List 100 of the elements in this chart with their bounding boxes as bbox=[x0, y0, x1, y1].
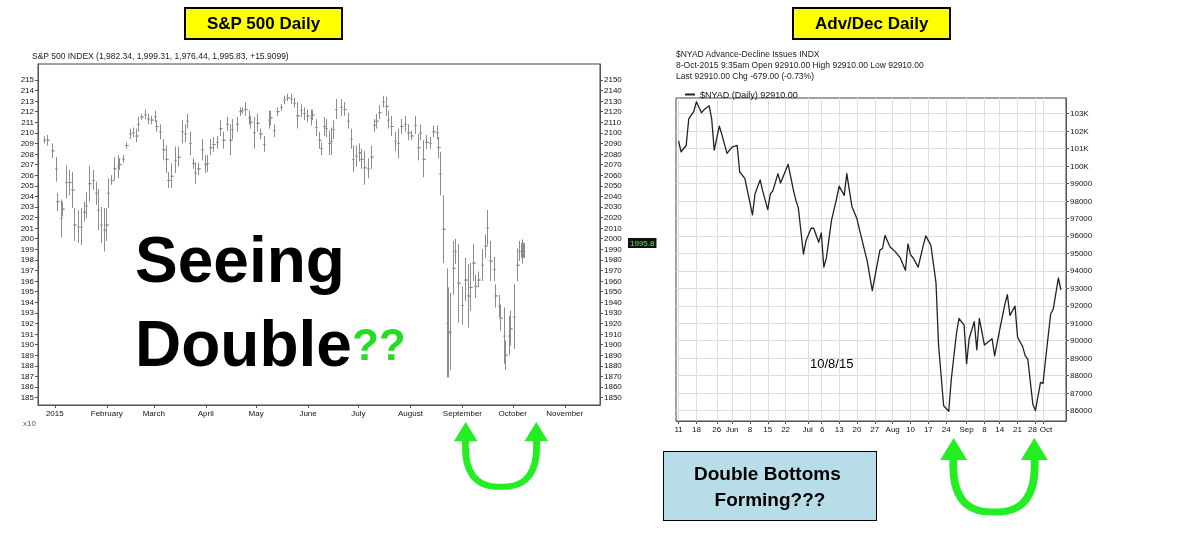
y-tick-label: 88000 bbox=[1070, 371, 1093, 381]
candlestick bbox=[113, 156, 117, 181]
y2-tick-label: 188 bbox=[20, 361, 35, 371]
x-tick-label: Jul bbox=[802, 424, 813, 434]
y2-tick-label: 206 bbox=[20, 170, 35, 180]
x-tick-label: 2015 bbox=[45, 408, 65, 418]
x-tick-label: August bbox=[397, 408, 424, 418]
candlestick bbox=[422, 139, 426, 178]
y2-tick-label: 189 bbox=[20, 350, 35, 360]
y-tick-label: 91000 bbox=[1070, 318, 1093, 328]
y-tick-label: 1940 bbox=[604, 297, 623, 307]
candlestick bbox=[212, 136, 216, 153]
y-tick-label: 100K bbox=[1070, 161, 1090, 171]
x-tick-label: 8 bbox=[747, 424, 753, 434]
y-tick-label: 98000 bbox=[1070, 196, 1093, 206]
y-tick-label: 1990 bbox=[604, 244, 623, 254]
candlestick bbox=[296, 101, 300, 130]
x-tick-label: 28 bbox=[1027, 424, 1038, 434]
x-tick-label: Aug bbox=[885, 424, 900, 434]
y2-tick-label: 195 bbox=[20, 287, 35, 297]
chart-title: Adv/Dec Daily bbox=[815, 14, 929, 33]
candlestick bbox=[201, 138, 204, 161]
y2-tick-label: 197 bbox=[20, 266, 35, 276]
y-tick-label: 1950 bbox=[604, 287, 623, 297]
candlestick bbox=[236, 116, 239, 133]
candlestick bbox=[355, 145, 358, 168]
x-tick-label: Oct bbox=[1039, 424, 1054, 434]
y-tick-label: 2100 bbox=[604, 128, 623, 138]
y-tick-label: 2120 bbox=[604, 107, 623, 117]
y-tick-label: 97000 bbox=[1070, 213, 1093, 223]
y-tick-label: 1930 bbox=[604, 308, 623, 318]
y-tick-label: 103K bbox=[1070, 109, 1090, 119]
x-tick-label: 13 bbox=[834, 424, 845, 434]
candlestick bbox=[489, 240, 493, 282]
y2-tick-label: 192 bbox=[20, 318, 35, 328]
x-tick-label: 17 bbox=[923, 424, 934, 434]
y2-tick-label: 202 bbox=[20, 213, 35, 223]
y2-tick-label: 198 bbox=[20, 255, 35, 265]
x-tick-label: 21 bbox=[1013, 424, 1023, 434]
y-tick-label: 99000 bbox=[1070, 179, 1093, 189]
y-tick-label: 86000 bbox=[1070, 406, 1093, 416]
y-tick-label: 2000 bbox=[604, 234, 623, 244]
candlestick bbox=[340, 98, 343, 117]
y-tick-label: 2090 bbox=[604, 138, 623, 148]
y2-tick-label: 194 bbox=[20, 297, 35, 307]
y-tick-label: 94000 bbox=[1070, 266, 1093, 276]
y-tick-label: 1960 bbox=[604, 276, 623, 286]
x-tick-label: 27 bbox=[870, 424, 880, 434]
candlestick bbox=[55, 156, 58, 183]
y-tick-label: 2140 bbox=[604, 85, 623, 95]
candlestick bbox=[343, 101, 347, 117]
candlestick bbox=[170, 163, 174, 189]
candlestick bbox=[452, 240, 456, 296]
y-tick-label: 93000 bbox=[1070, 283, 1093, 293]
x-tick-label: 24 bbox=[941, 424, 952, 434]
x-tick-label: May bbox=[248, 408, 264, 418]
y-tick-label: 96000 bbox=[1070, 231, 1093, 241]
candlestick bbox=[378, 104, 382, 120]
candlestick bbox=[80, 207, 83, 246]
candlestick bbox=[244, 101, 248, 117]
candlestick bbox=[457, 243, 461, 323]
y-tick-label: 2150 bbox=[604, 75, 623, 85]
legend-label: $NYAD (Daily) 92910.00 bbox=[700, 89, 798, 100]
x-tick-label: 26 bbox=[712, 424, 722, 434]
y2-tick-label: 210 bbox=[20, 128, 35, 138]
x-tick-label: 18 bbox=[691, 424, 702, 434]
x-tick-label: November bbox=[546, 408, 584, 418]
y2-tick-label: 193 bbox=[20, 308, 35, 318]
x-tick-label: September bbox=[442, 408, 483, 418]
candlestick bbox=[363, 150, 367, 186]
y-tick-label: 90000 bbox=[1070, 336, 1093, 346]
x-tick-label: 14 bbox=[995, 424, 1005, 434]
candlestick bbox=[77, 209, 80, 244]
x-tick-label: 6 bbox=[820, 424, 826, 434]
y-tick-label: 1920 bbox=[604, 318, 623, 328]
y-tick-label: 92000 bbox=[1070, 301, 1093, 311]
candlestick bbox=[521, 238, 525, 265]
candlestick bbox=[256, 113, 260, 133]
candlestick bbox=[414, 115, 417, 135]
y2-tick-label: 215 bbox=[20, 75, 35, 85]
candlestick bbox=[513, 283, 516, 350]
y-tick-label: 2060 bbox=[604, 170, 623, 180]
text: Double Bottoms Forming??? bbox=[694, 462, 846, 510]
x-tick-label: July bbox=[351, 408, 366, 418]
y-tick-label: 1910 bbox=[604, 329, 623, 339]
y-tick-label: 2010 bbox=[604, 223, 623, 233]
y-tick-label: 2070 bbox=[604, 160, 623, 170]
candlestick bbox=[209, 138, 213, 156]
x-tick-label: February bbox=[90, 408, 123, 418]
y2-tick-label: 204 bbox=[20, 191, 35, 201]
x-tick-label: Jun bbox=[725, 424, 739, 434]
y2-tick-label: 205 bbox=[20, 181, 35, 191]
candlestick bbox=[306, 109, 310, 123]
candlestick bbox=[335, 98, 338, 120]
candlestick bbox=[328, 130, 332, 156]
y2-tick-label: 213 bbox=[20, 96, 35, 106]
chart-subtitle: $NYAD Advance-Decline Issues INDX 8-Oct-2015 9:35am Open 92910.00 High 92910.00 Low 92910.00 Last 92910.00 Chg -679.00 (-0.73%) bbox=[676, 48, 924, 81]
y2-tick-label: 190 bbox=[20, 340, 35, 350]
candlestick bbox=[397, 128, 400, 159]
y2-tick-label: 212 bbox=[20, 107, 35, 117]
